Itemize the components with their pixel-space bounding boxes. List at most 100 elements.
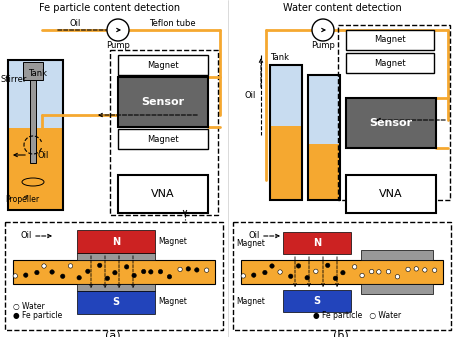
- Bar: [8, 60, 63, 210]
- Circle shape: [148, 270, 153, 274]
- Text: Oil: Oil: [21, 232, 32, 241]
- Circle shape: [141, 269, 146, 274]
- Circle shape: [105, 276, 109, 280]
- Bar: [23, 62, 43, 80]
- Bar: [283, 232, 350, 254]
- Circle shape: [167, 275, 171, 279]
- Circle shape: [204, 268, 208, 272]
- Text: Magnet: Magnet: [236, 297, 265, 306]
- Bar: [307, 75, 339, 200]
- Circle shape: [107, 19, 129, 41]
- Circle shape: [112, 271, 117, 275]
- Text: Oil: Oil: [38, 151, 49, 159]
- Text: Sensor: Sensor: [369, 118, 412, 128]
- Circle shape: [369, 269, 373, 274]
- Text: VNA: VNA: [379, 189, 402, 199]
- Circle shape: [262, 270, 267, 275]
- Circle shape: [405, 267, 410, 272]
- Circle shape: [359, 273, 364, 278]
- Bar: [118, 175, 207, 213]
- Circle shape: [376, 270, 380, 274]
- Bar: [307, 75, 339, 200]
- Text: Tank: Tank: [270, 54, 289, 62]
- Text: Stirrer: Stirrer: [1, 75, 27, 85]
- Ellipse shape: [22, 178, 44, 186]
- Text: Magnet: Magnet: [147, 61, 178, 69]
- Circle shape: [35, 270, 39, 275]
- Text: S: S: [112, 297, 119, 307]
- Bar: [241, 260, 442, 284]
- Bar: [13, 260, 214, 284]
- Text: Oil: Oil: [248, 232, 260, 241]
- Text: N: N: [312, 238, 320, 248]
- Circle shape: [42, 264, 46, 268]
- Bar: [30, 68, 36, 163]
- Circle shape: [340, 271, 344, 275]
- Text: Magnet: Magnet: [236, 239, 265, 247]
- Circle shape: [50, 270, 54, 274]
- Circle shape: [24, 273, 28, 277]
- Circle shape: [13, 274, 17, 278]
- Bar: [345, 30, 433, 50]
- Circle shape: [158, 270, 162, 274]
- Text: Pump: Pump: [310, 41, 334, 51]
- Text: Pump: Pump: [106, 41, 130, 51]
- Circle shape: [86, 269, 90, 274]
- Circle shape: [277, 270, 282, 274]
- Bar: [269, 126, 301, 200]
- Circle shape: [288, 274, 292, 278]
- Text: Fe particle content detection: Fe particle content detection: [39, 3, 180, 13]
- Text: ○ Water: ○ Water: [13, 302, 45, 310]
- Bar: [77, 291, 155, 314]
- Circle shape: [68, 264, 72, 268]
- Text: Magnet: Magnet: [147, 134, 178, 144]
- Circle shape: [431, 268, 436, 272]
- Circle shape: [352, 265, 356, 269]
- Bar: [8, 127, 63, 210]
- Circle shape: [124, 265, 129, 269]
- Bar: [345, 98, 435, 148]
- Bar: [360, 284, 432, 294]
- Bar: [360, 250, 432, 260]
- Circle shape: [385, 270, 390, 274]
- Circle shape: [61, 274, 65, 278]
- Text: N: N: [111, 237, 120, 247]
- Bar: [307, 144, 339, 200]
- Text: Magnet: Magnet: [158, 238, 187, 246]
- Text: Sensor: Sensor: [141, 97, 184, 107]
- Text: (b): (b): [333, 330, 348, 337]
- Bar: [118, 55, 207, 75]
- Text: Propeller: Propeller: [5, 195, 39, 205]
- Circle shape: [313, 269, 317, 274]
- Circle shape: [333, 276, 337, 280]
- Circle shape: [311, 19, 333, 41]
- Bar: [77, 284, 155, 291]
- Text: Water content detection: Water content detection: [282, 3, 400, 13]
- Circle shape: [97, 263, 102, 268]
- Text: Magnet: Magnet: [374, 59, 405, 67]
- Bar: [345, 53, 433, 73]
- Circle shape: [269, 264, 273, 268]
- Bar: [269, 65, 301, 200]
- Text: VNA: VNA: [151, 189, 174, 199]
- Text: (a): (a): [105, 330, 121, 337]
- Circle shape: [413, 267, 418, 271]
- Circle shape: [186, 267, 190, 271]
- Circle shape: [325, 263, 329, 268]
- Text: Magnet: Magnet: [374, 35, 405, 44]
- Circle shape: [131, 273, 136, 278]
- Bar: [233, 222, 450, 330]
- Bar: [5, 222, 222, 330]
- Circle shape: [77, 276, 81, 280]
- Text: Oil: Oil: [244, 91, 255, 99]
- Bar: [337, 25, 449, 200]
- Bar: [118, 77, 207, 127]
- Bar: [110, 50, 217, 215]
- Bar: [118, 129, 207, 149]
- Bar: [8, 60, 63, 127]
- Text: Oil: Oil: [69, 20, 81, 29]
- Circle shape: [296, 264, 300, 268]
- Bar: [77, 253, 155, 260]
- Text: ● Fe particle   ○ Water: ● Fe particle ○ Water: [312, 311, 400, 320]
- Bar: [77, 230, 155, 253]
